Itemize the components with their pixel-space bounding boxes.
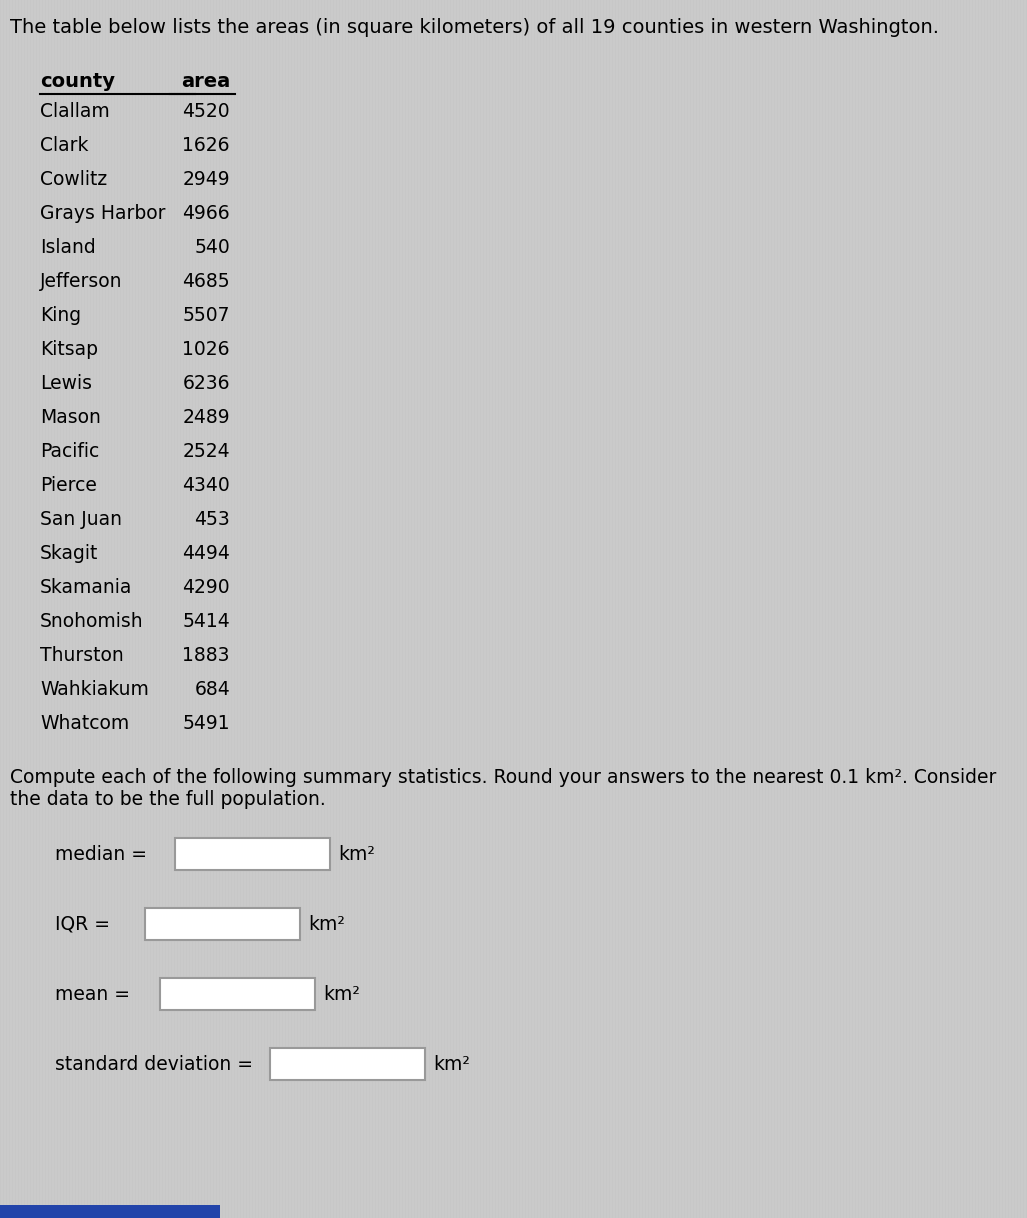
- FancyBboxPatch shape: [0, 1205, 220, 1218]
- Text: 2524: 2524: [183, 442, 230, 460]
- Text: 4685: 4685: [183, 272, 230, 291]
- Text: km²: km²: [433, 1055, 470, 1073]
- Text: 1026: 1026: [183, 340, 230, 359]
- Text: IQR =: IQR =: [55, 915, 110, 933]
- Text: 540: 540: [194, 238, 230, 257]
- Text: Clallam: Clallam: [40, 102, 110, 121]
- Text: Wahkiakum: Wahkiakum: [40, 680, 149, 699]
- Text: San Juan: San Juan: [40, 510, 122, 529]
- Text: Lewis: Lewis: [40, 374, 92, 393]
- Text: 684: 684: [194, 680, 230, 699]
- Text: 2489: 2489: [183, 408, 230, 428]
- Text: Kitsap: Kitsap: [40, 340, 98, 359]
- FancyBboxPatch shape: [270, 1047, 425, 1080]
- Text: Jefferson: Jefferson: [40, 272, 122, 291]
- Text: 1626: 1626: [183, 136, 230, 155]
- Text: 4520: 4520: [183, 102, 230, 121]
- Text: 5491: 5491: [183, 714, 230, 733]
- Text: Clark: Clark: [40, 136, 88, 155]
- Text: standard deviation =: standard deviation =: [55, 1055, 253, 1073]
- Text: Pacific: Pacific: [40, 442, 100, 460]
- Text: 4494: 4494: [182, 544, 230, 563]
- Text: area: area: [181, 72, 230, 91]
- Text: median =: median =: [55, 844, 147, 864]
- Text: Snohomish: Snohomish: [40, 611, 144, 631]
- Text: 2949: 2949: [183, 171, 230, 189]
- Text: Cowlitz: Cowlitz: [40, 171, 107, 189]
- Text: King: King: [40, 306, 81, 325]
- Text: 6236: 6236: [183, 374, 230, 393]
- Text: 1883: 1883: [183, 646, 230, 665]
- Text: Grays Harbor: Grays Harbor: [40, 203, 165, 223]
- Text: Whatcom: Whatcom: [40, 714, 129, 733]
- Text: km²: km²: [324, 984, 359, 1004]
- Text: mean =: mean =: [55, 984, 130, 1004]
- Text: km²: km²: [338, 844, 375, 864]
- Text: Island: Island: [40, 238, 96, 257]
- Text: 453: 453: [194, 510, 230, 529]
- Text: Compute each of the following summary statistics. Round your answers to the near: Compute each of the following summary st…: [10, 769, 996, 787]
- Text: The table below lists the areas (in square kilometers) of all 19 counties in wes: The table below lists the areas (in squa…: [10, 18, 939, 37]
- FancyBboxPatch shape: [175, 838, 330, 870]
- Text: 4340: 4340: [182, 476, 230, 495]
- FancyBboxPatch shape: [145, 907, 300, 940]
- Text: 4966: 4966: [183, 203, 230, 223]
- Text: Skamania: Skamania: [40, 579, 132, 597]
- Text: 4290: 4290: [183, 579, 230, 597]
- Text: km²: km²: [308, 915, 345, 933]
- Text: Skagit: Skagit: [40, 544, 99, 563]
- Text: county: county: [40, 72, 115, 91]
- Text: Pierce: Pierce: [40, 476, 97, 495]
- FancyBboxPatch shape: [160, 978, 315, 1010]
- Text: 5507: 5507: [183, 306, 230, 325]
- Text: Thurston: Thurston: [40, 646, 123, 665]
- Text: 5414: 5414: [182, 611, 230, 631]
- Text: Mason: Mason: [40, 408, 101, 428]
- Text: the data to be the full population.: the data to be the full population.: [10, 790, 326, 809]
